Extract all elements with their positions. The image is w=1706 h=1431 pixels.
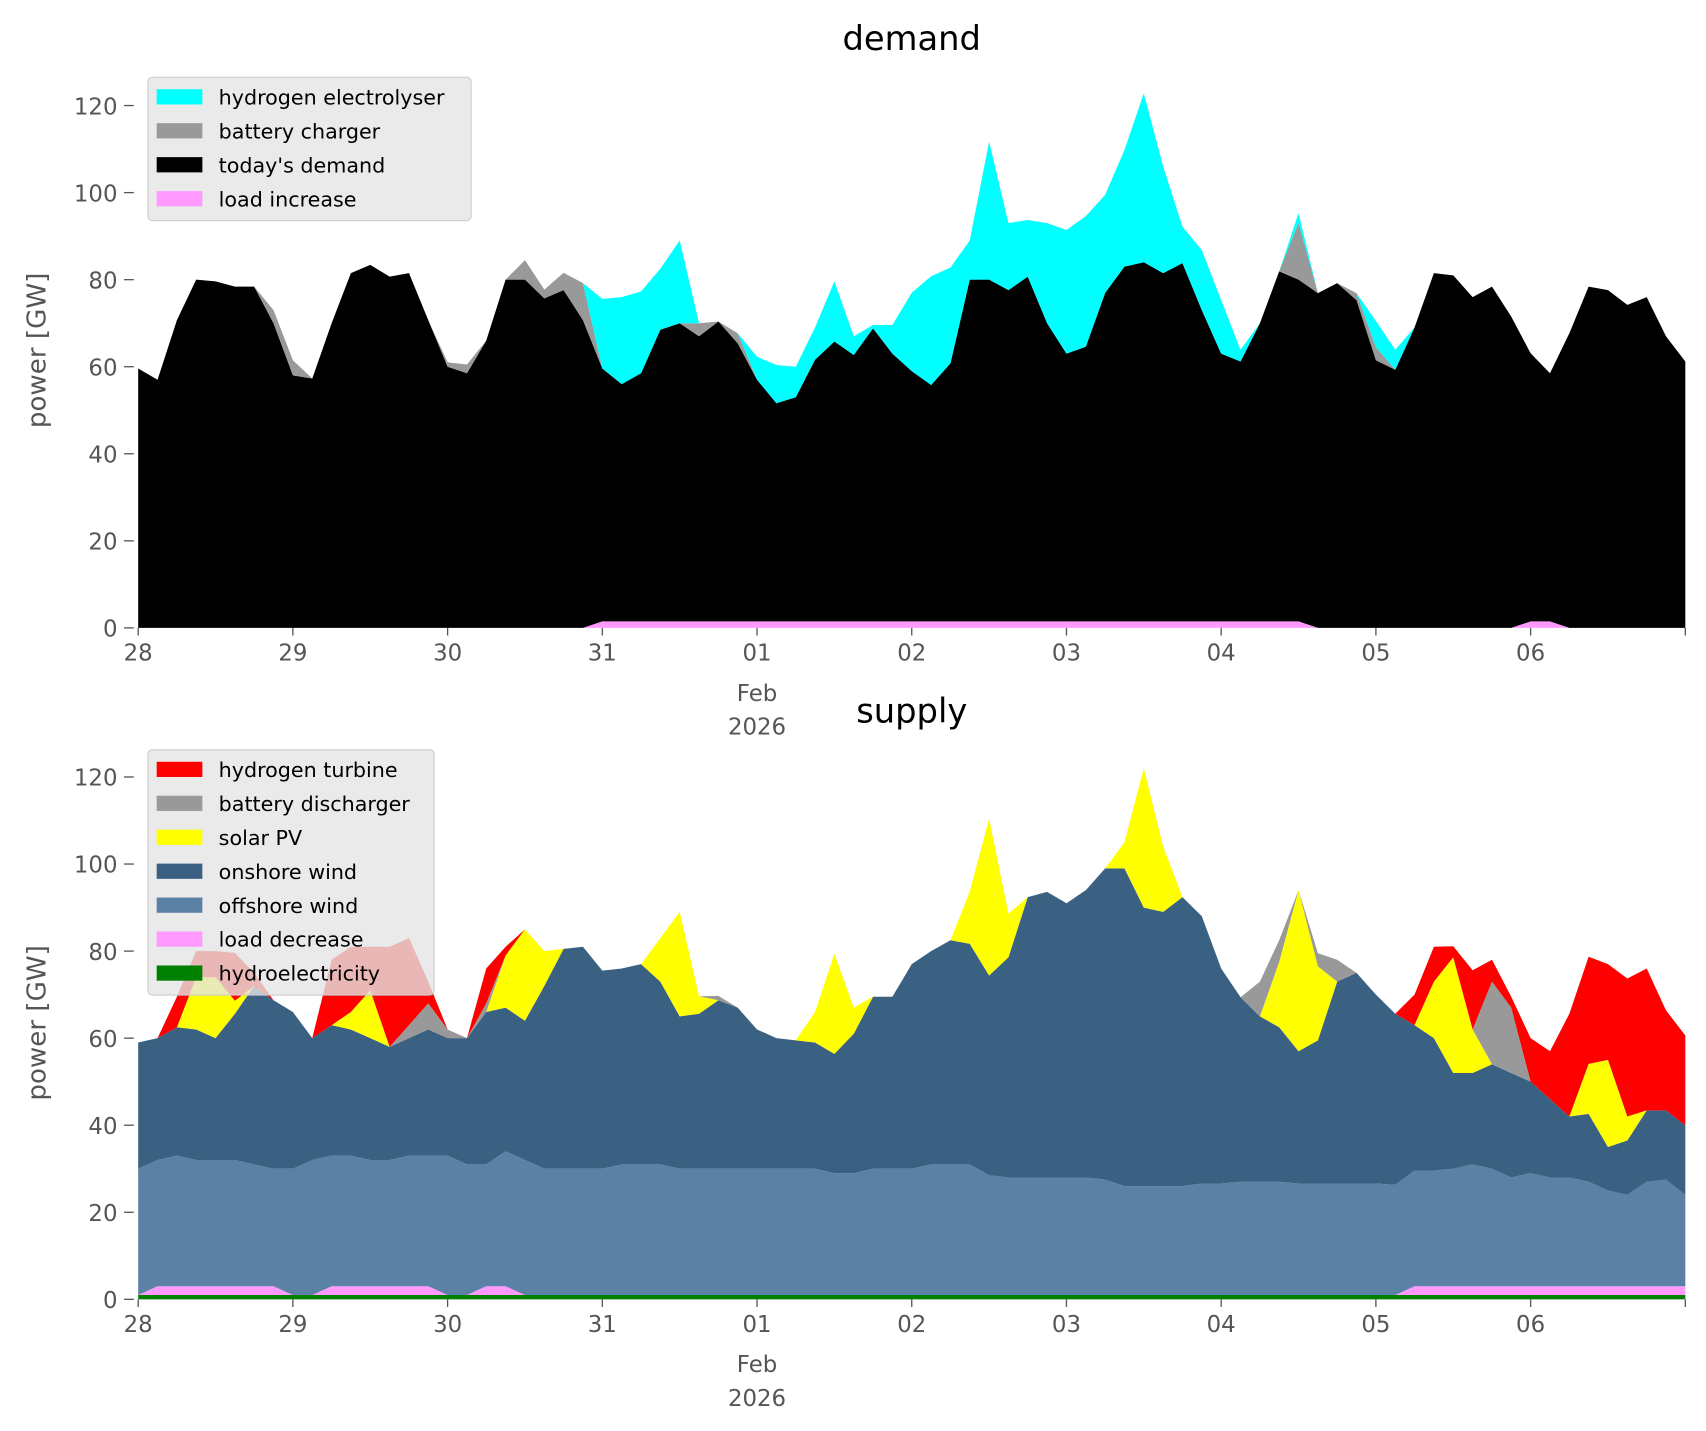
area-onshore-wind — [138, 868, 1686, 1195]
legend-label: battery discharger — [219, 792, 411, 816]
area-hydrogen-electrolyser — [138, 93, 1686, 404]
legend-swatch — [156, 795, 203, 811]
legend-item-battery-charger: battery charger — [156, 119, 381, 143]
legend-label: hydrogen electrolyser — [219, 85, 445, 109]
x-tick-label: 04 — [1207, 1312, 1236, 1338]
x-tick-label: 29 — [278, 641, 307, 667]
area-load-decrease — [138, 1286, 1686, 1295]
y-tick-label: 120 — [74, 94, 118, 120]
legend-box — [147, 749, 435, 996]
legend-item-hydrogen-turbine: hydrogen turbine — [156, 758, 398, 782]
legend-item-hydrogen-electrolyser: hydrogen electrolyser — [156, 85, 445, 109]
legend-item-today-s-demand: today's demand — [156, 153, 386, 177]
legend: hydrogen turbine battery discharger solar … — [147, 749, 435, 996]
y-axis-label: power [GW] — [23, 273, 53, 428]
x-tick-label: 30 — [433, 1312, 462, 1338]
legend-swatch — [156, 965, 203, 981]
y-axis: 0 20 40 60 80 100 120 — [74, 94, 134, 643]
legend-swatch — [156, 123, 203, 139]
x-axis: 28 29 30 31 01 Feb 2026 02 03 04 05 06 — [124, 1299, 1686, 1412]
x-tick-label: 04 — [1207, 641, 1236, 667]
legend-swatch — [156, 897, 203, 913]
y-tick-label: 0 — [103, 1288, 118, 1314]
y-tick-label: 100 — [74, 181, 118, 207]
y-tick-label: 40 — [88, 442, 117, 468]
y-axis: 0 20 40 60 80 100 120 — [74, 766, 134, 1314]
legend-item-solar-pv: solar PV — [156, 826, 302, 850]
area-offshore-wind — [138, 1151, 1686, 1295]
x-tick-label: 30 — [433, 641, 462, 667]
area-hydroelectricity — [138, 1294, 1686, 1300]
x-tick-label: 05 — [1361, 641, 1390, 667]
y-tick-label: 20 — [88, 1201, 117, 1227]
x-tick-label: 29 — [278, 1312, 307, 1338]
area-battery-charger — [138, 223, 1686, 404]
legend: hydrogen electrolyser battery charger toda… — [147, 76, 472, 222]
x-tick-label: 03 — [1052, 641, 1081, 667]
x-tick-label: 31 — [588, 1312, 617, 1338]
x-tick-label: 03 — [1052, 1312, 1081, 1338]
y-tick-label: 100 — [74, 853, 118, 879]
area-load-increase — [138, 621, 1686, 628]
y-tick-label: 20 — [88, 530, 117, 556]
y-tick-label: 60 — [88, 1027, 117, 1053]
legend-swatch — [156, 761, 203, 777]
y-tick-label: 0 — [103, 617, 118, 643]
y-tick-label: 60 — [88, 355, 117, 381]
legend-item-load-decrease: load decrease — [156, 928, 364, 952]
legend-swatch — [156, 931, 203, 947]
x-tick-label: 01 — [742, 1312, 771, 1338]
legend-label: battery charger — [219, 119, 381, 143]
x-tick-sublabel: 2026 — [728, 1386, 786, 1412]
x-tick-sublabel: Feb — [737, 1352, 777, 1378]
legend-label: onshore wind — [219, 860, 357, 884]
stacked-areas — [138, 93, 1686, 628]
chart-title: demand — [843, 19, 981, 58]
x-tick-label: 06 — [1516, 641, 1545, 667]
x-tick-label: 28 — [124, 1312, 153, 1338]
legend-swatch — [156, 863, 203, 879]
legend-label: load increase — [219, 187, 357, 211]
x-tick-label: 05 — [1361, 1312, 1390, 1338]
legend-label: today's demand — [219, 153, 386, 177]
x-tick-label: 01 — [742, 641, 771, 667]
legend-swatch — [156, 89, 203, 105]
x-tick-sublabel: 2026 — [728, 715, 786, 741]
legend-label: hydroelectricity — [219, 962, 380, 986]
y-tick-label: 120 — [74, 766, 118, 792]
y-tick-label: 80 — [88, 268, 117, 294]
legend-item-offshore-wind: offshore wind — [156, 894, 359, 918]
legend-label: offshore wind — [219, 894, 359, 918]
x-axis: 28 29 30 31 01 Feb 2026 02 03 04 05 06 — [124, 627, 1686, 741]
legend-item-battery-discharger: battery discharger — [156, 792, 411, 816]
legend-item-hydroelectricity: hydroelectricity — [156, 962, 380, 986]
y-tick-label: 40 — [88, 1114, 117, 1140]
legend-label: solar PV — [219, 826, 302, 850]
x-tick-label: 06 — [1516, 1312, 1545, 1338]
stacked-areas — [138, 768, 1686, 1300]
legend-swatch — [156, 157, 203, 173]
x-tick-label: 28 — [124, 641, 153, 667]
legend-label: load decrease — [219, 928, 364, 952]
legend-swatch — [156, 829, 203, 845]
legend-item-load-increase: load increase — [156, 187, 357, 211]
area-today-s-demand — [138, 262, 1686, 628]
x-tick-sublabel: Feb — [737, 681, 777, 707]
legend-label: hydrogen turbine — [219, 758, 398, 782]
x-tick-label: 02 — [897, 641, 926, 667]
chart-title: supply — [856, 692, 967, 731]
legend-box — [147, 76, 472, 222]
legend-item-onshore-wind: onshore wind — [156, 860, 357, 884]
y-tick-label: 80 — [88, 940, 117, 966]
x-tick-label: 02 — [897, 1312, 926, 1338]
x-tick-label: 31 — [588, 641, 617, 667]
legend-swatch — [156, 191, 203, 207]
y-axis-label: power [GW] — [23, 945, 53, 1100]
